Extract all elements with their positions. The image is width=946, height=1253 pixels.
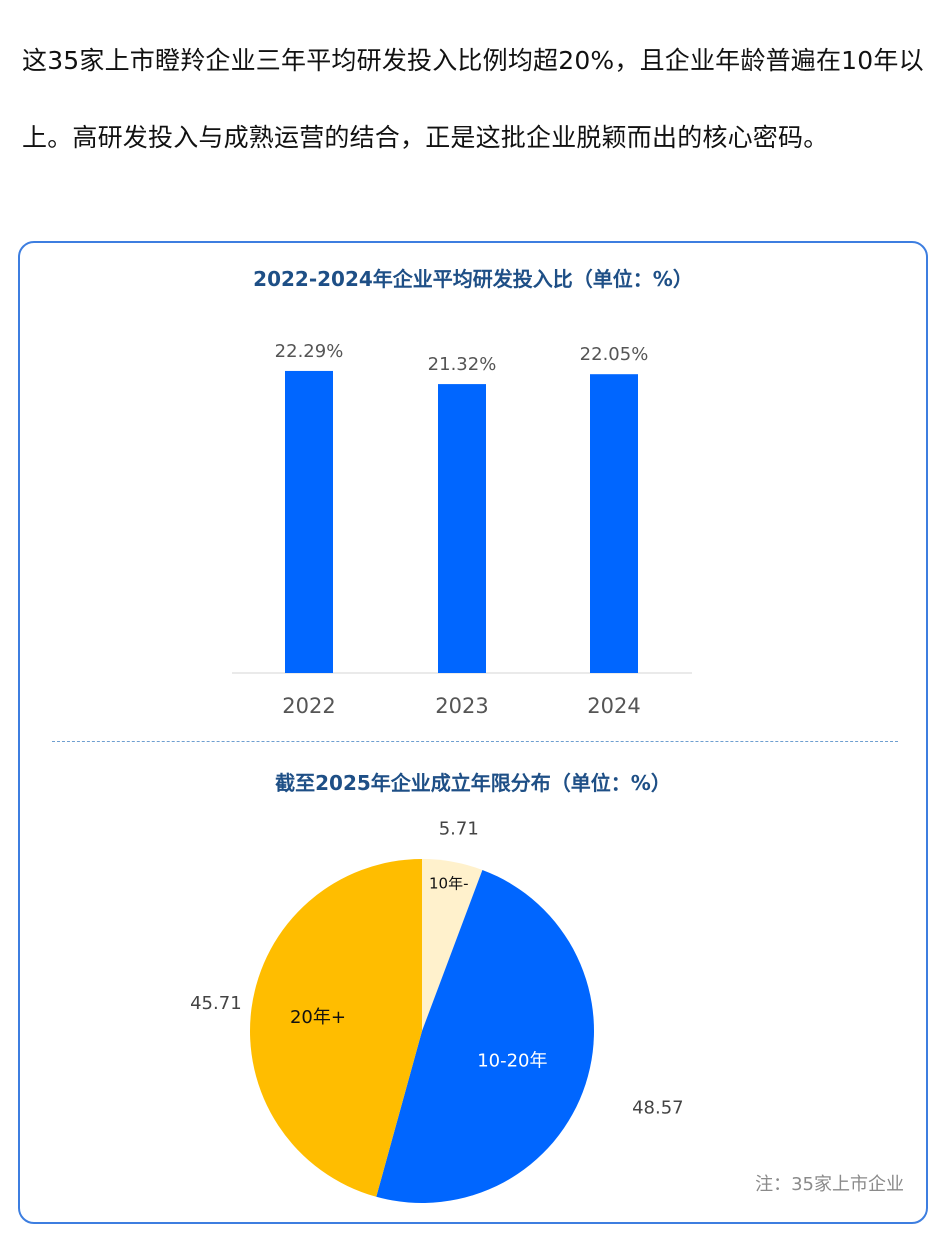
- slice-under-10-years: [422, 859, 483, 1031]
- section-divider: [52, 741, 898, 742]
- slice-value-label: 45.71: [190, 993, 242, 1014]
- article-paragraph: 这35家上市瞪羚企业三年平均研发投入比例均超20%，且企业年龄普遍在10年以上。…: [22, 46, 924, 152]
- bar-value-label: 21.32%: [428, 354, 497, 375]
- bar-2023: [438, 384, 486, 673]
- x-tick-label: 2023: [435, 694, 488, 718]
- pie-chart-title: 截至2025年企业成立年限分布（单位：%）: [275, 771, 671, 795]
- pie-chart: 10年- 5.71 10-20年 48.57 20年+ 45.71: [190, 818, 684, 1203]
- slice-over-20-years: [250, 859, 422, 1197]
- bar-chart-title: 2022-2024年企业平均研发投入比（单位：%）: [253, 267, 693, 291]
- bar-value-label: 22.29%: [275, 341, 344, 362]
- slice-label: 10年-: [429, 875, 469, 893]
- slice-value-label: 48.57: [632, 1098, 684, 1119]
- bar-2024: [590, 374, 638, 673]
- bar-value-label: 22.05%: [580, 344, 649, 365]
- bar-chart: 22.29% 2022 21.32% 2023 22.05% 2024: [232, 341, 692, 718]
- slice-label: 10-20年: [477, 1051, 547, 1072]
- slice-10-20-years: [376, 869, 595, 1203]
- slice-label: 20年+: [290, 1007, 346, 1028]
- x-tick-label: 2024: [587, 694, 640, 718]
- bar-2022: [285, 370, 333, 673]
- footnote: 注：35家上市企业: [755, 1174, 904, 1195]
- x-tick-label: 2022: [282, 694, 335, 718]
- chart-card: 2022-2024年企业平均研发投入比（单位：%） 22.29% 2022 21.3…: [18, 241, 928, 1224]
- slice-value-label: 5.71: [439, 818, 479, 839]
